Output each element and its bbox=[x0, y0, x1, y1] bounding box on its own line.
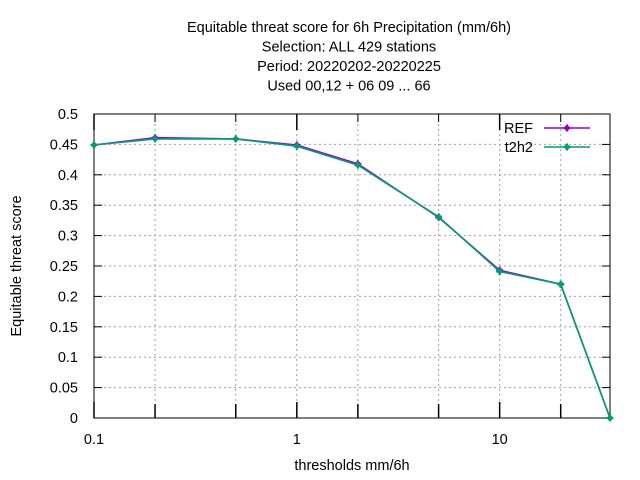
title-line-3: Period: 20220202-20220225 bbox=[257, 59, 441, 75]
y-tick-label: 0.25 bbox=[50, 259, 78, 275]
x-axis-label: thresholds mm/6h bbox=[294, 458, 409, 474]
y-tick-label: 0.2 bbox=[58, 289, 78, 305]
y-tick-label: 0.4 bbox=[58, 168, 78, 184]
y-tick-label: 0.15 bbox=[50, 320, 78, 336]
data-point-t2h2 bbox=[91, 142, 97, 148]
data-point-t2h2 bbox=[233, 136, 239, 142]
axis-ticks bbox=[93, 113, 610, 419]
legend-label-t2h2: t2h2 bbox=[505, 140, 533, 156]
plot-border bbox=[93, 113, 611, 419]
chart-title: Equitable threat score for 6h Precipitat… bbox=[187, 20, 511, 95]
y-tick-label: 0.05 bbox=[50, 381, 78, 397]
y-tick-label: 0.45 bbox=[50, 137, 78, 153]
data-point-t2h2 bbox=[152, 136, 158, 142]
y-tick-label: 0.35 bbox=[50, 198, 78, 214]
y-tick-label: 0.5 bbox=[58, 107, 78, 123]
grid bbox=[94, 114, 610, 418]
series-line-t2h2 bbox=[93, 138, 611, 419]
title-line-2: Selection: ALL 429 stations bbox=[262, 40, 436, 56]
data-point-t2h2 bbox=[497, 268, 503, 275]
data-point-t2h2 bbox=[435, 214, 442, 220]
x-tick-label: 0.1 bbox=[84, 432, 104, 448]
y-tick-label: 0.3 bbox=[58, 229, 78, 245]
title-line-1: Equitable threat score for 6h Precipitat… bbox=[187, 20, 511, 36]
x-tick-label: 1 bbox=[293, 432, 301, 448]
title-line-4: Used 00,12 + 06 09 ... 66 bbox=[267, 79, 430, 95]
y-tick-labels: 0 0.05 0.1 0.15 0.2 0.25 0.3 0.35 0.4 0.45 0.5 bbox=[50, 107, 78, 427]
data-point-t2h2 bbox=[558, 281, 564, 287]
legend: REF t2h2 bbox=[504, 121, 590, 156]
x-tick-label: 10 bbox=[492, 432, 508, 448]
y-axis-label: Equitable threat score bbox=[9, 195, 25, 336]
legend-label-REF: REF bbox=[504, 121, 533, 137]
data-point-t2h2 bbox=[607, 415, 613, 421]
y-tick-label: 0.1 bbox=[58, 350, 78, 366]
data-point-t2h2 bbox=[294, 143, 300, 149]
series bbox=[90, 134, 614, 422]
y-tick-label: 0 bbox=[70, 411, 78, 427]
x-tick-labels: 0.1 1 10 bbox=[84, 432, 508, 448]
data-point-t2h2 bbox=[355, 162, 361, 168]
